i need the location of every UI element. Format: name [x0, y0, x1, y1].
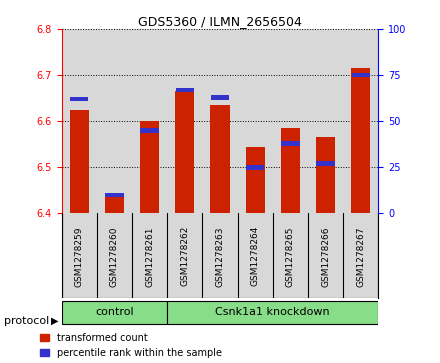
Text: GSM1278264: GSM1278264	[251, 226, 260, 286]
Bar	[105, 193, 124, 213]
Text: GSM1278259: GSM1278259	[75, 226, 84, 287]
Bar	[352, 73, 370, 77]
Text: GSM1278260: GSM1278260	[110, 226, 119, 287]
Bar	[62, 301, 167, 324]
Title: GDS5360 / ILMN_2656504: GDS5360 / ILMN_2656504	[138, 15, 302, 28]
Bar	[167, 301, 378, 324]
Bar	[70, 110, 89, 213]
Bar	[140, 128, 159, 133]
Legend: transformed count, percentile rank within the sample: transformed count, percentile rank withi…	[40, 333, 222, 358]
Bar	[351, 68, 370, 213]
Text: GSM1278263: GSM1278263	[216, 226, 224, 287]
Bar	[316, 162, 335, 166]
Text: GSM1278267: GSM1278267	[356, 226, 365, 287]
Bar	[246, 147, 265, 213]
Text: GSM1278262: GSM1278262	[180, 226, 189, 286]
Bar	[70, 97, 88, 101]
Bar	[246, 165, 264, 170]
Bar	[316, 137, 335, 213]
Bar	[140, 121, 159, 213]
Text: ▶: ▶	[51, 316, 58, 326]
Text: GSM1278265: GSM1278265	[286, 226, 295, 287]
Text: control: control	[95, 307, 134, 317]
Text: Csnk1a1 knockdown: Csnk1a1 knockdown	[216, 307, 330, 317]
Bar	[211, 95, 229, 99]
Bar	[281, 128, 300, 213]
Bar	[175, 91, 194, 213]
Bar	[105, 193, 124, 197]
Bar	[281, 141, 300, 146]
Text: protocol: protocol	[4, 316, 50, 326]
Bar	[210, 105, 230, 213]
Text: GSM1278261: GSM1278261	[145, 226, 154, 287]
Text: GSM1278266: GSM1278266	[321, 226, 330, 287]
Bar	[176, 87, 194, 92]
